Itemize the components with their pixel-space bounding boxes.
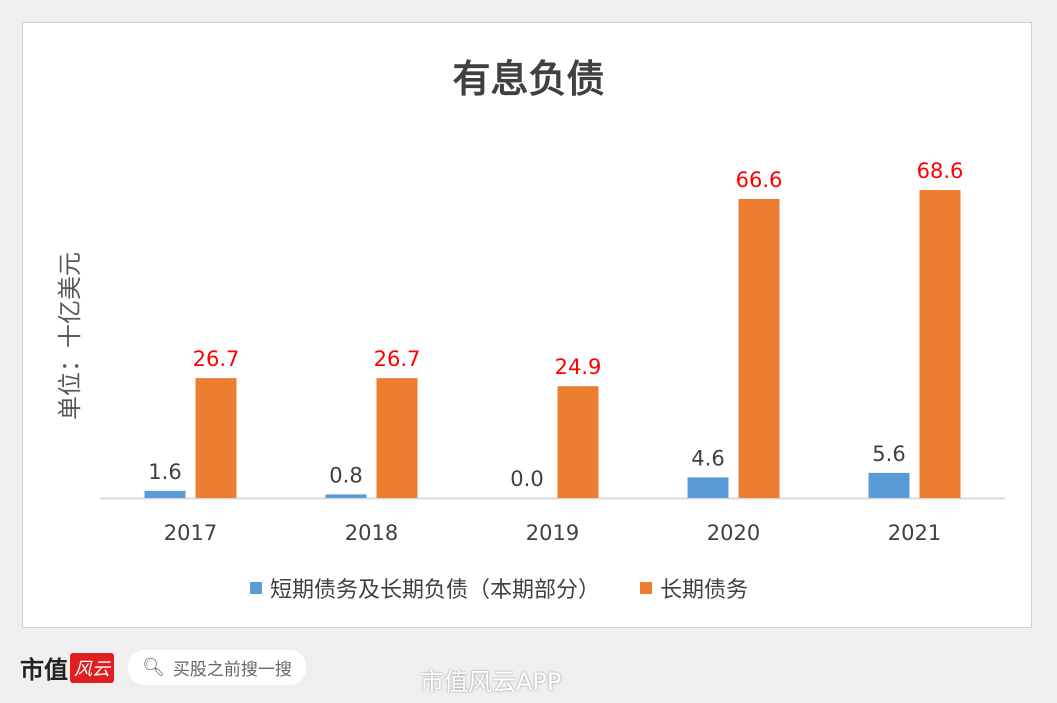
data-label: 0.8 [329, 463, 362, 487]
legend-item-long-term: 长期债务 [640, 572, 748, 604]
bar [687, 477, 729, 498]
x-tick-label: 2019 [526, 521, 579, 545]
data-label: 1.6 [148, 460, 181, 484]
x-tick-label: 2021 [888, 521, 941, 545]
data-label: 26.7 [374, 347, 421, 371]
data-label: 68.6 [917, 159, 964, 183]
data-label: 66.6 [736, 168, 783, 192]
bar [557, 386, 599, 498]
bar [325, 494, 367, 498]
search-box[interactable]: 🔍︎ 买股之前搜一搜 [128, 650, 306, 685]
x-tick-label: 2020 [707, 521, 760, 545]
data-label: 24.9 [555, 355, 602, 379]
weibo-watermark: 市值风云APP [420, 668, 562, 696]
legend-swatch [250, 582, 262, 594]
legend: 短期债务及长期负债（本期部分） 长期债务 [250, 572, 788, 604]
bar [868, 472, 910, 498]
x-tick-label: 2017 [164, 521, 217, 545]
chart-title: 有息负债 [452, 57, 605, 101]
legend-swatch [640, 582, 653, 594]
data-label: 0.0 [510, 467, 543, 491]
data-label: 4.6 [691, 446, 724, 470]
footer: 市值 风云 🔍︎ 买股之前搜一搜 [20, 650, 306, 685]
data-label: 5.6 [872, 442, 905, 466]
bar [144, 490, 186, 498]
legend-item-short-term: 短期债务及长期负债（本期部分） [250, 572, 600, 604]
bar [919, 190, 961, 498]
x-tick-label: 2018 [345, 521, 398, 545]
brand-logo-mark: 风云 [70, 652, 114, 683]
data-label: 26.7 [193, 347, 240, 371]
bar [376, 378, 418, 498]
chart-panel [22, 22, 1032, 628]
brand-logo: 市值 [20, 655, 68, 684]
bar [195, 378, 237, 498]
legend-label: 短期债务及长期负债（本期部分） [270, 578, 601, 603]
search-icon: 🔍︎ [142, 657, 165, 678]
legend-label: 长期债务 [660, 578, 749, 603]
bar [738, 198, 780, 498]
search-placeholder: 买股之前搜一搜 [172, 660, 292, 680]
